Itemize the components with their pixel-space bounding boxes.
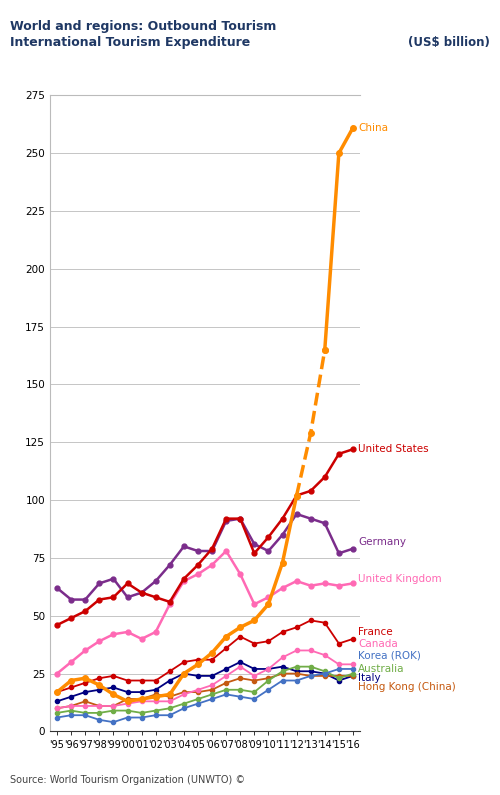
Text: Source: World Tourism Organization (UNWTO) ©: Source: World Tourism Organization (UNWT… bbox=[10, 775, 245, 785]
Text: Korea (ROK): Korea (ROK) bbox=[358, 650, 421, 660]
Text: Canada: Canada bbox=[358, 638, 398, 649]
Text: Australia: Australia bbox=[358, 664, 405, 674]
Text: United States: United States bbox=[358, 444, 428, 454]
Text: China: China bbox=[358, 122, 388, 133]
Text: (US$ billion): (US$ billion) bbox=[408, 36, 490, 48]
Text: Italy: Italy bbox=[358, 673, 380, 683]
Text: United Kingdom: United Kingdom bbox=[358, 574, 442, 584]
Text: International Tourism Expenditure: International Tourism Expenditure bbox=[10, 36, 250, 48]
Text: Hong Kong (China): Hong Kong (China) bbox=[358, 682, 456, 692]
Text: World and regions: Outbound Tourism: World and regions: Outbound Tourism bbox=[10, 20, 276, 33]
Text: Germany: Germany bbox=[358, 537, 406, 547]
Text: France: France bbox=[358, 627, 392, 637]
